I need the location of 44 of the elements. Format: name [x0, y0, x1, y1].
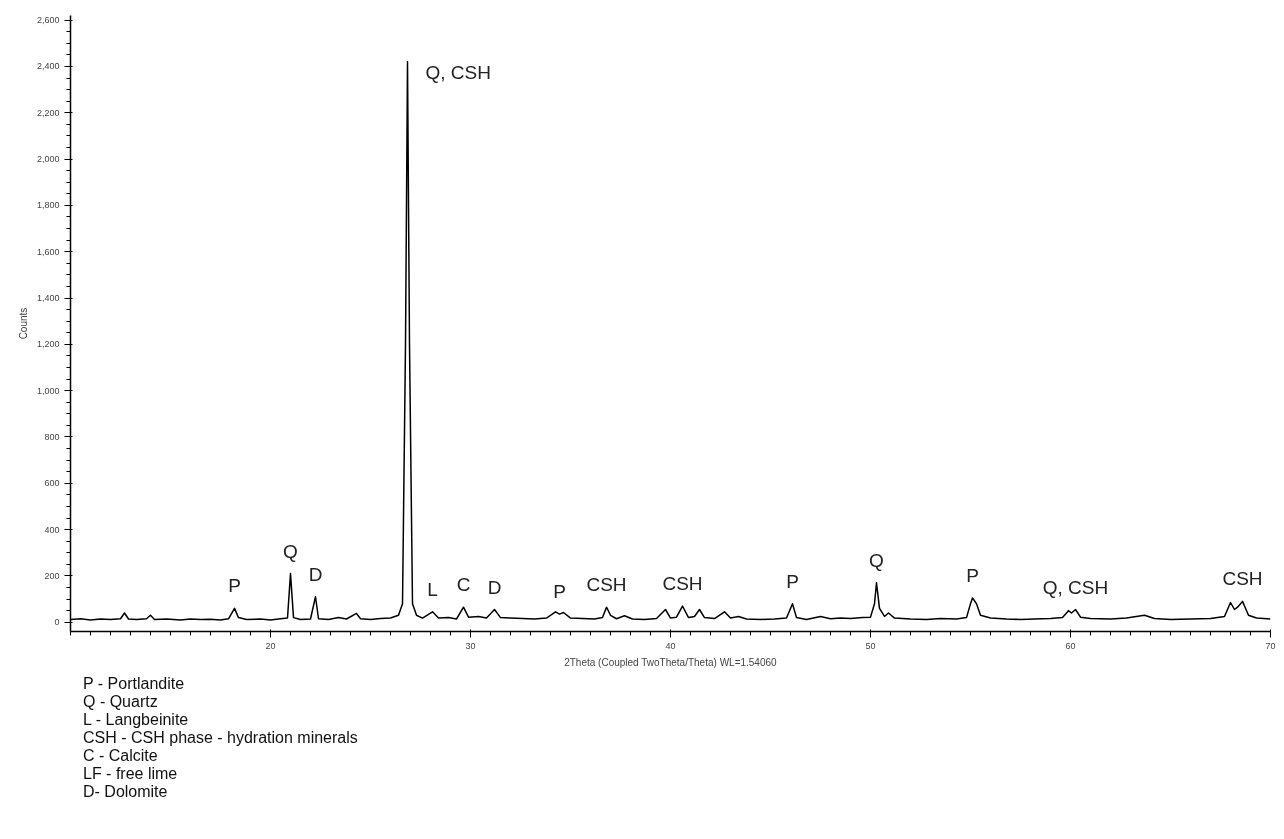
y-tick-label: 2,000: [36, 154, 60, 165]
y-tick-label: 600: [44, 478, 60, 489]
text: P - Portlandite: [83, 675, 186, 693]
annotation: L: [427, 578, 438, 600]
annotation: Q, CSH: [1042, 576, 1109, 598]
text: CSH - CSH phase - hydration minerals: [83, 729, 358, 747]
y-tick-label: 2,600: [36, 15, 60, 26]
y-tick-label: 400: [44, 524, 60, 535]
annotation: CSH: [662, 573, 703, 595]
y-tick-label: 0: [54, 617, 60, 628]
y-tick-label: 200: [44, 570, 60, 581]
annotation: P: [553, 581, 566, 603]
annotation: CSH: [586, 574, 627, 596]
x-tick-label: 60: [1065, 640, 1076, 651]
annotation: Q, CSH: [425, 61, 491, 83]
text: C - Calcite: [83, 747, 159, 765]
x-tick-label: 50: [865, 640, 876, 651]
annotation: P: [228, 575, 241, 597]
y-axis-title: Counts: [17, 307, 29, 340]
y-tick-label: 1,600: [36, 246, 60, 257]
annotation: D: [308, 563, 323, 585]
annotation: Q: [869, 549, 884, 571]
annotation: D: [487, 576, 502, 598]
y-tick-label: 1,200: [36, 339, 60, 350]
x-tick-label: 40: [665, 640, 676, 651]
y-tick-label: 2,400: [36, 61, 60, 72]
text: LF - free lime: [83, 765, 179, 783]
x-tick-label: 30: [465, 640, 476, 651]
x-axis-title: 2Theta (Coupled TwoTheta/Theta) WL=1.54060: [564, 656, 778, 668]
annotation: C: [456, 574, 471, 596]
y-tick-label: 1,400: [36, 293, 60, 304]
x-tick-label: 70: [1265, 640, 1276, 651]
annotation: P: [966, 564, 979, 586]
x-tick-label: 20: [265, 640, 276, 651]
y-tick-label: 800: [44, 431, 60, 442]
y-tick-label: 1,800: [36, 200, 60, 211]
y-tick-label: 1,000: [36, 385, 60, 396]
annotation: P: [786, 570, 799, 592]
text: Q - Quartz: [83, 693, 159, 711]
y-tick-label: 2,200: [36, 107, 60, 118]
text: D- Dolomite: [83, 783, 169, 801]
annotation: Q: [283, 540, 298, 562]
annotation: CSH: [1222, 568, 1263, 590]
text: L - Langbeinite: [83, 711, 190, 729]
